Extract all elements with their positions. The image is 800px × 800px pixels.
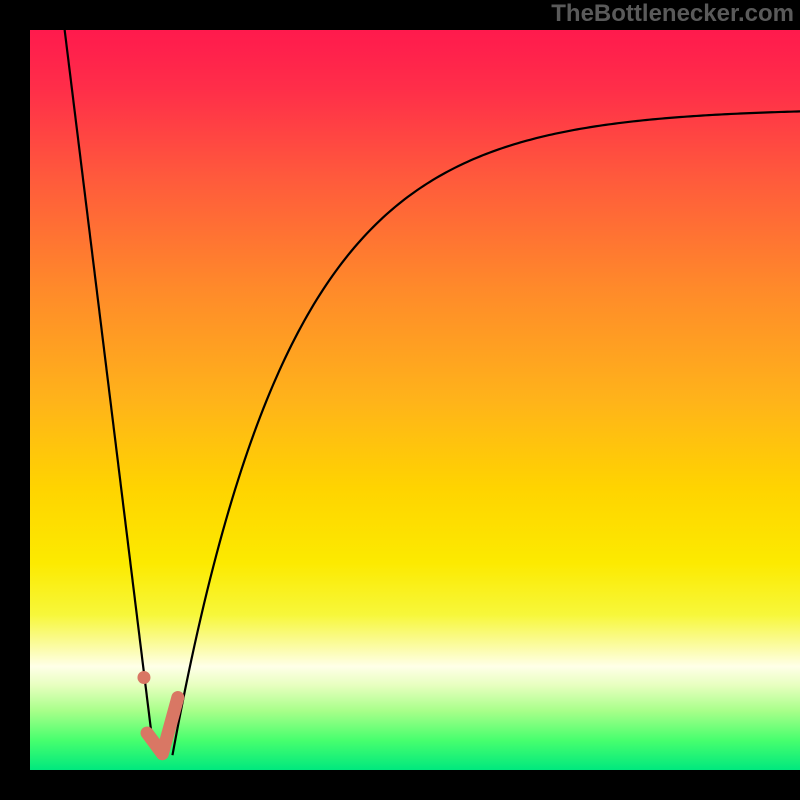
optimum-marker-dot [137,671,150,684]
chart-container: TheBottlenecker.com [0,0,800,800]
bottleneck-chart [0,0,800,800]
watermark-text: TheBottlenecker.com [551,0,794,28]
plot-area [30,30,800,770]
